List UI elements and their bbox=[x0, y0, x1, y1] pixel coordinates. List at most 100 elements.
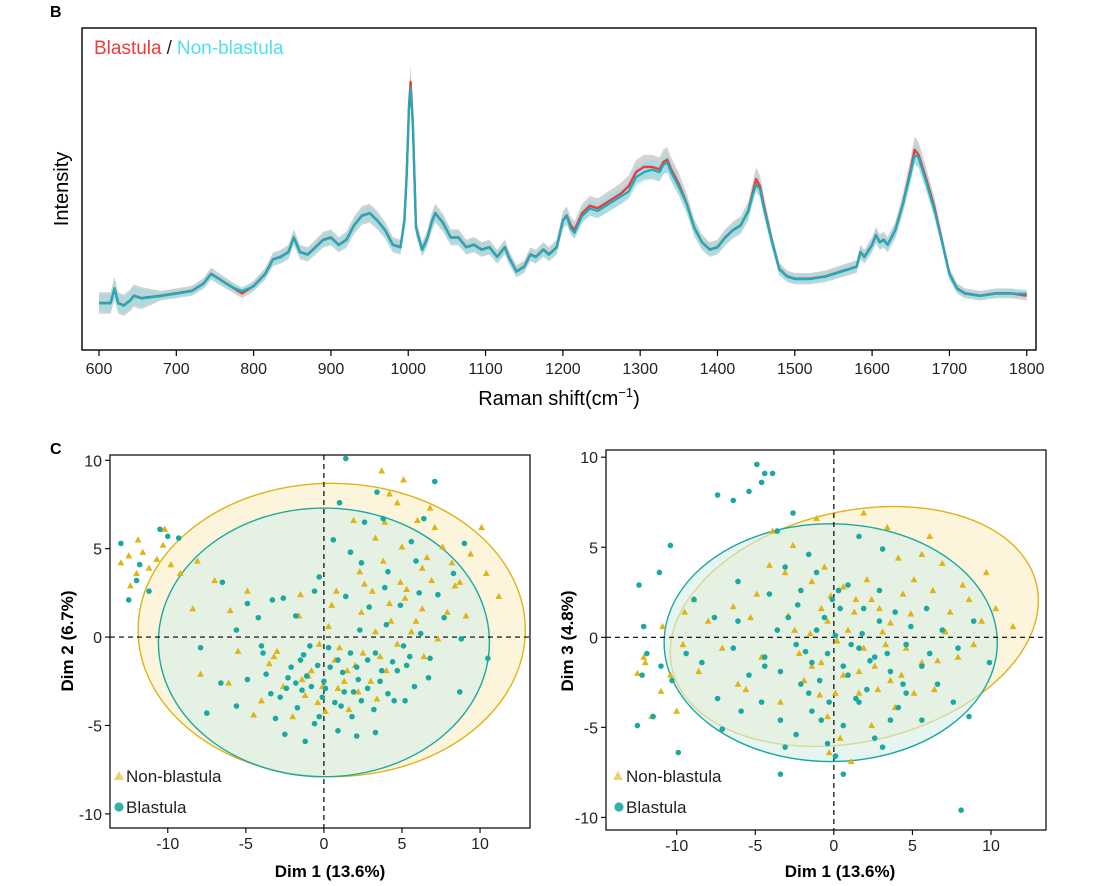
point-non-blastula bbox=[145, 564, 153, 571]
point-non-blastula bbox=[852, 595, 860, 603]
point-non-blastula bbox=[398, 543, 406, 550]
point-non-blastula bbox=[931, 685, 938, 693]
point-blastula bbox=[311, 720, 318, 727]
y-tick-label: 10 bbox=[580, 450, 598, 467]
point-non-blastula bbox=[376, 652, 384, 660]
point-blastula bbox=[809, 708, 815, 714]
point-blastula bbox=[285, 674, 291, 681]
point-non-blastula bbox=[243, 587, 251, 594]
point-blastula bbox=[793, 641, 799, 648]
point-non-blastula bbox=[855, 667, 863, 675]
point-blastula bbox=[714, 492, 721, 498]
point-non-blastula bbox=[126, 582, 134, 589]
point-non-blastula bbox=[946, 608, 954, 615]
x-tick-label: 1100 bbox=[468, 361, 503, 378]
point-non-blastula bbox=[325, 622, 332, 630]
point-non-blastula bbox=[159, 541, 167, 548]
point-non-blastula bbox=[844, 626, 852, 633]
x-tick-label: 1600 bbox=[854, 361, 890, 378]
point-blastula bbox=[774, 627, 781, 633]
point-non-blastula bbox=[836, 734, 844, 741]
point-blastula bbox=[934, 681, 941, 687]
point-non-blastula bbox=[918, 550, 926, 558]
point-blastula bbox=[283, 685, 290, 692]
point-blastula bbox=[785, 614, 792, 621]
point-blastula bbox=[871, 735, 878, 741]
point-non-blastula bbox=[860, 509, 868, 516]
point-blastula bbox=[342, 455, 349, 462]
x-tick-label: 1300 bbox=[622, 361, 658, 378]
point-non-blastula bbox=[850, 608, 858, 615]
point-non-blastula bbox=[910, 689, 918, 696]
point-blastula bbox=[347, 650, 354, 656]
x-axis-title-superscript: −1 bbox=[618, 385, 633, 400]
point-blastula bbox=[118, 540, 124, 547]
pca2-y-axis-title: Dim 3 (4.8%) bbox=[558, 590, 577, 691]
point-blastula bbox=[421, 515, 427, 522]
x-tick-label: -5 bbox=[239, 836, 253, 853]
x-tick-label: 600 bbox=[86, 361, 113, 378]
point-blastula bbox=[840, 663, 847, 669]
point-non-blastula bbox=[289, 713, 297, 720]
point-non-blastula bbox=[938, 559, 946, 567]
x-tick-label: 1700 bbox=[932, 361, 968, 378]
pca-dim1-dim2-panel: -10 -5 0 5 10 -10 -5 0 5 10 Dim 1 (13.6%) Dim 2 (… bbox=[58, 453, 531, 881]
point-blastula bbox=[867, 657, 873, 664]
point-blastula bbox=[311, 588, 318, 594]
point-non-blastula bbox=[816, 691, 824, 698]
point-non-blastula bbox=[742, 685, 750, 693]
point-blastula bbox=[790, 510, 796, 516]
point-non-blastula bbox=[832, 689, 839, 696]
x-tick-label: 0 bbox=[319, 836, 328, 853]
point-non-blastula bbox=[467, 550, 475, 557]
point-non-blastula bbox=[839, 583, 847, 590]
point-blastula bbox=[758, 699, 765, 705]
point-blastula bbox=[640, 623, 647, 630]
point-non-blastula bbox=[817, 604, 825, 612]
point-blastula bbox=[903, 641, 909, 648]
point-non-blastula bbox=[978, 617, 985, 624]
point-blastula bbox=[394, 667, 401, 674]
point-blastula bbox=[425, 674, 432, 681]
point-blastula bbox=[164, 533, 171, 540]
point-blastula bbox=[417, 630, 424, 637]
point-blastula bbox=[683, 650, 689, 657]
point-non-blastula bbox=[833, 637, 841, 644]
point-non-blastula bbox=[322, 707, 329, 714]
point-blastula bbox=[926, 650, 933, 657]
point-non-blastula bbox=[855, 689, 863, 696]
point-blastula bbox=[357, 627, 363, 633]
point-non-blastula bbox=[393, 499, 401, 506]
legend-blastula: Blastula bbox=[94, 38, 162, 59]
x-tick-label: -10 bbox=[156, 836, 179, 853]
point-blastula bbox=[667, 542, 674, 549]
point-blastula bbox=[970, 618, 977, 624]
point-non-blastula bbox=[821, 563, 828, 570]
point-blastula bbox=[735, 578, 741, 585]
point-blastula bbox=[884, 650, 891, 657]
point-blastula bbox=[658, 663, 664, 669]
point-blastula bbox=[288, 664, 294, 670]
point-blastula bbox=[358, 697, 365, 704]
point-non-blastula bbox=[657, 687, 665, 694]
point-non-blastula bbox=[345, 705, 353, 713]
point-non-blastula bbox=[863, 576, 871, 583]
y-tick-label: 0 bbox=[589, 630, 598, 647]
point-blastula bbox=[895, 704, 902, 711]
point-non-blastula bbox=[918, 658, 926, 666]
point-blastula bbox=[380, 515, 387, 522]
point-blastula bbox=[958, 807, 964, 813]
point-non-blastula bbox=[387, 617, 395, 624]
x-axis-title-suffix: ) bbox=[633, 388, 640, 410]
pca1-plot-frame bbox=[109, 454, 531, 829]
point-blastula bbox=[300, 651, 307, 658]
point-blastula bbox=[856, 699, 862, 705]
point-non-blastula bbox=[824, 712, 831, 720]
point-non-blastula bbox=[211, 576, 219, 584]
point-non-blastula bbox=[401, 594, 409, 601]
point-blastula bbox=[735, 618, 741, 624]
panel-letter-c: C bbox=[50, 441, 62, 458]
blastula-sd-band bbox=[99, 64, 1027, 316]
point-non-blastula bbox=[451, 582, 459, 589]
point-non-blastula bbox=[926, 532, 934, 540]
